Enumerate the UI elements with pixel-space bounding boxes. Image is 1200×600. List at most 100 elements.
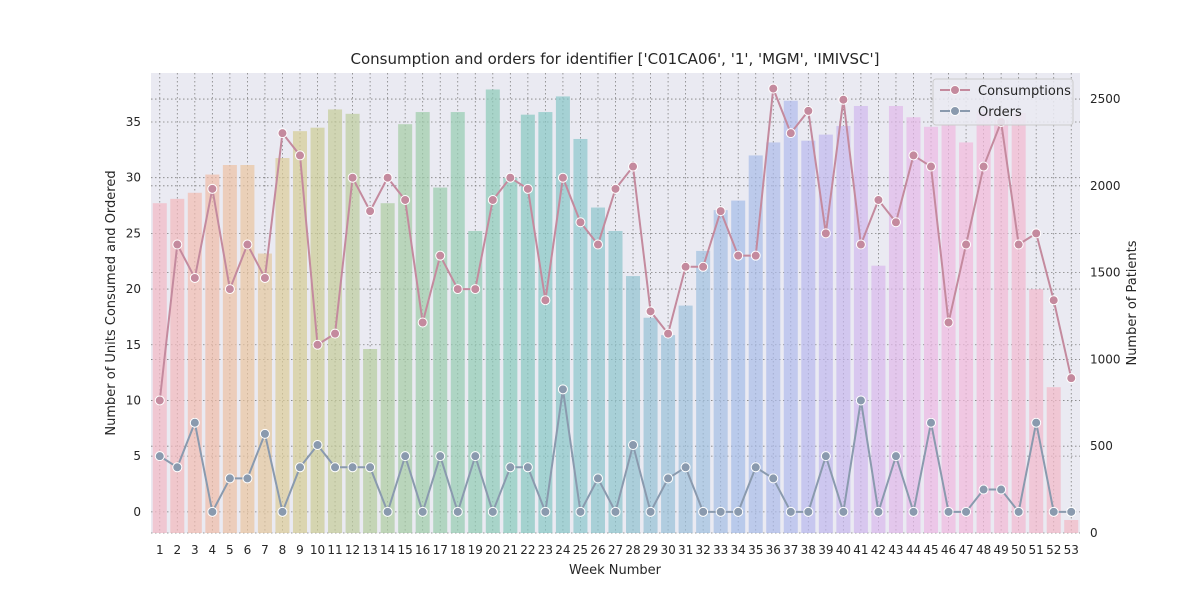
- bar-patients: [450, 112, 465, 533]
- bar-patients: [713, 210, 728, 533]
- point-consumptions: [259, 272, 270, 283]
- x-tick-label: 26: [590, 543, 605, 557]
- point-orders: [628, 440, 639, 451]
- legend-consumptions-label: Consumptions: [978, 84, 1071, 99]
- point-consumptions: [715, 206, 726, 217]
- point-consumptions: [487, 194, 498, 205]
- bar-patients: [853, 105, 868, 533]
- point-consumptions: [365, 206, 376, 217]
- y-left-tick-labels: 0 5 10 15 20 25 30 35: [126, 115, 141, 519]
- x-tick-labels: 1 2 3 4 5 6 7 8 9 10 11 12 13 14 15 16 17 18 19 20 21 22 23 24 2…: [156, 543, 1079, 557]
- point-consumptions: [312, 339, 323, 350]
- point-orders: [487, 506, 498, 517]
- bar-patients: [520, 114, 535, 534]
- point-consumptions: [207, 183, 218, 194]
- y-left-tick-label: 10: [126, 393, 141, 407]
- point-consumptions: [645, 306, 656, 317]
- x-tick-label: 42: [871, 543, 886, 557]
- point-consumptions: [224, 284, 235, 295]
- point-consumptions: [1031, 228, 1042, 239]
- point-orders: [277, 506, 288, 517]
- point-consumptions: [435, 250, 446, 261]
- x-tick-label: 8: [279, 543, 287, 557]
- x-tick-label: 40: [836, 543, 851, 557]
- bar-patients: [696, 250, 711, 533]
- x-tick-label: 25: [573, 543, 588, 557]
- bar-patients: [783, 100, 798, 533]
- x-tick-label: 43: [888, 543, 903, 557]
- point-consumptions: [277, 128, 288, 139]
- x-tick-label: 21: [503, 543, 518, 557]
- x-tick-label: 24: [555, 543, 570, 557]
- point-consumptions: [505, 172, 516, 183]
- x-tick-label: 41: [853, 543, 868, 557]
- bar-patients: [363, 349, 378, 533]
- legend: Consumptions Orders: [932, 78, 1074, 126]
- y-right-tick-label: 0: [1090, 526, 1098, 540]
- x-tick-label: 47: [958, 543, 973, 557]
- point-orders: [154, 451, 165, 462]
- bar-patients: [222, 165, 237, 533]
- y-right-tick-label: 500: [1090, 439, 1113, 453]
- point-orders: [855, 395, 866, 406]
- point-consumptions: [943, 317, 954, 328]
- point-orders: [224, 473, 235, 484]
- y-left-tick-label: 20: [126, 282, 141, 296]
- point-orders: [540, 506, 551, 517]
- y-right-tick-label: 1500: [1090, 266, 1121, 280]
- point-consumptions: [610, 183, 621, 194]
- bar-patients: [590, 207, 605, 533]
- point-orders: [172, 462, 183, 473]
- point-orders: [470, 451, 481, 462]
- y-left-tick-label: 35: [126, 115, 141, 129]
- y-left-tick-label: 5: [133, 449, 141, 463]
- point-consumptions: [838, 94, 849, 105]
- bar-patients: [766, 142, 781, 533]
- x-tick-label: 5: [226, 543, 234, 557]
- y-left-tick-label: 0: [133, 505, 141, 519]
- bar-patients: [871, 265, 886, 533]
- x-tick-label: 27: [608, 543, 623, 557]
- point-consumptions: [820, 228, 831, 239]
- x-tick-label: 51: [1029, 543, 1044, 557]
- point-consumptions: [189, 272, 200, 283]
- x-tick-label: 17: [433, 543, 448, 557]
- bar-patients: [941, 125, 956, 533]
- bar-patients: [801, 140, 816, 533]
- point-orders: [978, 484, 989, 495]
- bar-patients: [836, 125, 851, 534]
- point-consumptions: [680, 261, 691, 272]
- point-orders: [820, 451, 831, 462]
- point-consumptions: [873, 194, 884, 205]
- x-tick-label: 10: [310, 543, 325, 557]
- x-tick-label: 19: [468, 543, 483, 557]
- point-consumptions: [347, 172, 358, 183]
- point-consumptions: [522, 183, 533, 194]
- bar-patients: [433, 187, 448, 533]
- point-consumptions: [978, 161, 989, 172]
- y-left-tick-label: 15: [126, 338, 141, 352]
- x-tick-label: 33: [713, 543, 728, 557]
- point-consumptions: [663, 328, 674, 339]
- y-right-axis-title: Number of Patients: [1125, 240, 1140, 365]
- bar-patients: [345, 113, 360, 533]
- point-consumptions: [154, 395, 165, 406]
- x-tick-label: 44: [906, 543, 921, 557]
- bar-patients: [328, 109, 343, 534]
- bar-patients: [923, 126, 939, 534]
- x-tick-label: 16: [415, 543, 430, 557]
- point-orders: [259, 428, 270, 439]
- bar-patients: [310, 127, 325, 533]
- x-tick-label: 7: [261, 543, 269, 557]
- x-tick-label: 13: [362, 543, 377, 557]
- x-tick-label: 34: [731, 543, 746, 557]
- point-consumptions: [750, 250, 761, 261]
- bar-patients: [959, 142, 974, 533]
- point-consumptions: [890, 217, 901, 228]
- x-tick-label: 4: [209, 543, 217, 557]
- point-consumptions: [557, 172, 568, 183]
- point-orders: [330, 462, 341, 473]
- point-orders: [715, 506, 726, 517]
- bar-patients: [626, 276, 641, 533]
- x-tick-label: 15: [398, 543, 413, 557]
